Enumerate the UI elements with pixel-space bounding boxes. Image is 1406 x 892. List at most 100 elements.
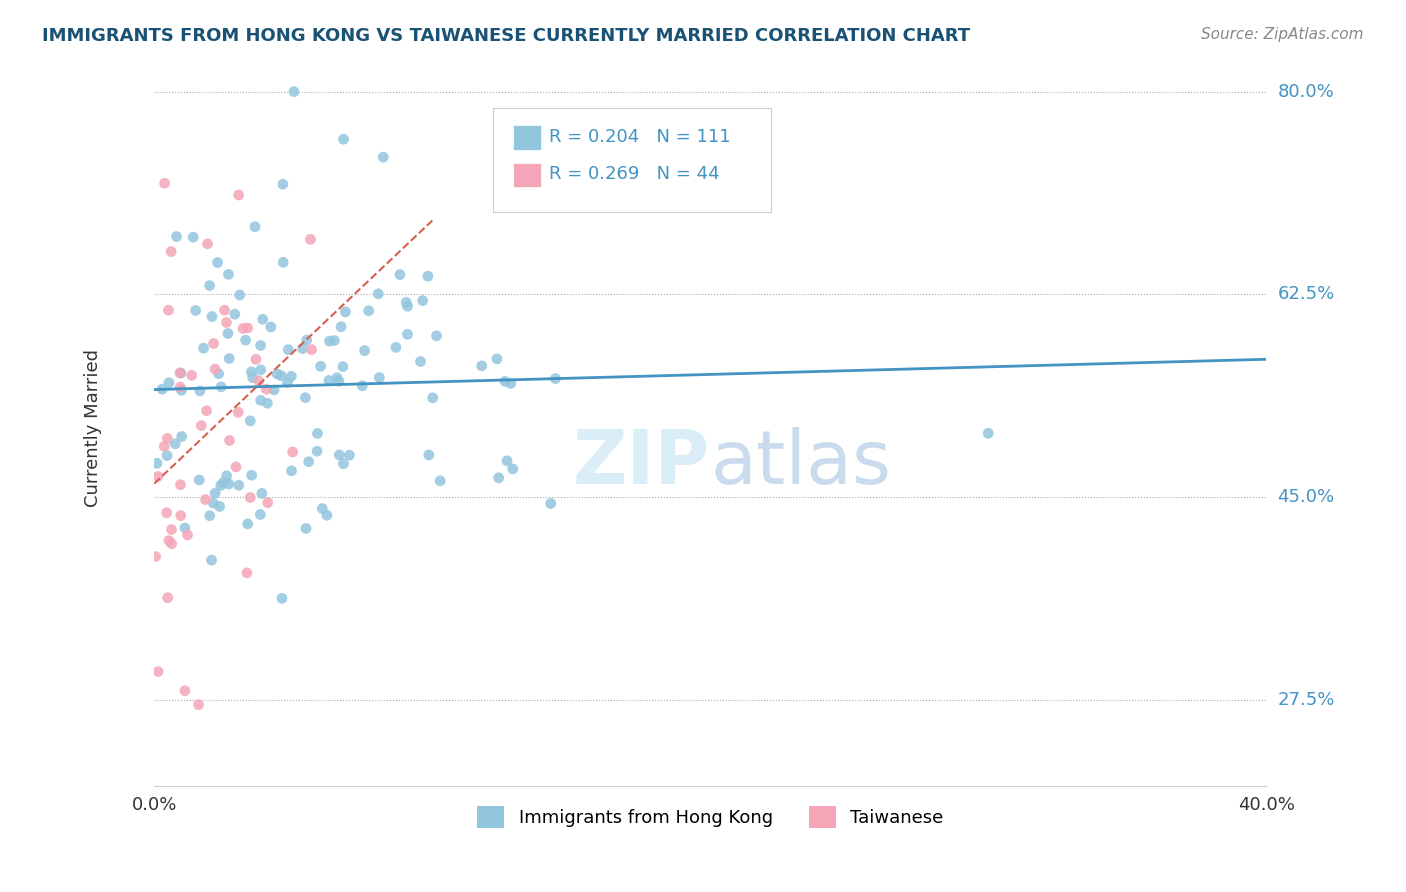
Point: [232, 321, 254, 335]
Point: [301, 343, 323, 357]
Point: [245, 352, 267, 367]
Point: [228, 478, 250, 492]
Point: [188, 384, 211, 398]
Point: [488, 471, 510, 485]
Point: [204, 362, 226, 376]
Point: [250, 486, 273, 500]
Point: [180, 368, 202, 383]
Point: [294, 391, 316, 405]
Text: R = 0.269   N = 44: R = 0.269 N = 44: [548, 165, 720, 183]
Point: [353, 343, 375, 358]
Point: [385, 340, 408, 354]
Point: [218, 477, 240, 491]
Point: [176, 528, 198, 542]
Point: [396, 327, 419, 342]
Point: [218, 434, 240, 448]
FancyBboxPatch shape: [494, 108, 772, 212]
Text: 27.5%: 27.5%: [1278, 690, 1334, 708]
Point: [198, 278, 221, 293]
Point: [368, 370, 391, 384]
Point: [544, 371, 567, 385]
Point: [502, 462, 524, 476]
Point: [332, 359, 354, 374]
Point: [145, 549, 167, 564]
Point: [242, 370, 264, 384]
Point: [201, 310, 224, 324]
Point: [169, 508, 191, 523]
Point: [198, 508, 221, 523]
Point: [494, 375, 516, 389]
Point: [170, 384, 193, 398]
Point: [157, 533, 180, 548]
Point: [184, 303, 207, 318]
Text: 80.0%: 80.0%: [1278, 83, 1334, 101]
Point: [249, 508, 271, 522]
Point: [209, 478, 232, 492]
Point: [540, 497, 562, 511]
Point: [204, 486, 226, 500]
Point: [280, 369, 302, 384]
Point: [471, 359, 494, 373]
Text: atlas: atlas: [710, 427, 891, 500]
Point: [228, 288, 250, 302]
Point: [425, 329, 447, 343]
Point: [188, 473, 211, 487]
Point: [218, 351, 240, 366]
Point: [388, 268, 411, 282]
Point: [249, 338, 271, 352]
Point: [270, 368, 292, 383]
Point: [157, 376, 180, 390]
Point: [309, 359, 332, 374]
Point: [332, 457, 354, 471]
Point: [280, 464, 302, 478]
Point: [367, 286, 389, 301]
Point: [418, 448, 440, 462]
Point: [328, 448, 350, 462]
Point: [240, 365, 263, 379]
Point: [157, 303, 180, 318]
Point: [156, 449, 179, 463]
Point: [225, 459, 247, 474]
Text: Currently Married: Currently Married: [84, 349, 103, 507]
Point: [169, 366, 191, 380]
Point: [156, 506, 179, 520]
Point: [499, 376, 522, 391]
Point: [266, 367, 288, 381]
Point: [416, 269, 439, 284]
Point: [170, 366, 193, 380]
Point: [311, 501, 333, 516]
Point: [212, 475, 235, 490]
Point: [323, 334, 346, 348]
Text: R = 0.204   N = 111: R = 0.204 N = 111: [548, 128, 731, 145]
Point: [197, 236, 219, 251]
FancyBboxPatch shape: [513, 125, 541, 150]
Point: [195, 403, 218, 417]
Point: [150, 382, 173, 396]
Point: [218, 268, 240, 282]
Point: [299, 232, 322, 246]
Text: 62.5%: 62.5%: [1278, 285, 1334, 303]
Point: [235, 333, 257, 347]
Point: [254, 382, 277, 396]
Point: [326, 371, 349, 385]
Point: [422, 391, 444, 405]
Point: [194, 492, 217, 507]
Point: [307, 426, 329, 441]
Point: [412, 293, 434, 308]
Point: [977, 426, 1000, 441]
Point: [277, 376, 299, 390]
FancyBboxPatch shape: [513, 162, 541, 187]
Point: [165, 436, 187, 450]
Point: [236, 321, 259, 335]
Point: [193, 341, 215, 355]
Point: [200, 553, 222, 567]
Point: [339, 448, 361, 462]
Point: [170, 429, 193, 443]
Point: [249, 393, 271, 408]
Point: [146, 456, 169, 470]
Point: [166, 229, 188, 244]
Point: [247, 374, 270, 388]
Point: [160, 244, 183, 259]
Point: [217, 326, 239, 341]
Point: [224, 307, 246, 321]
